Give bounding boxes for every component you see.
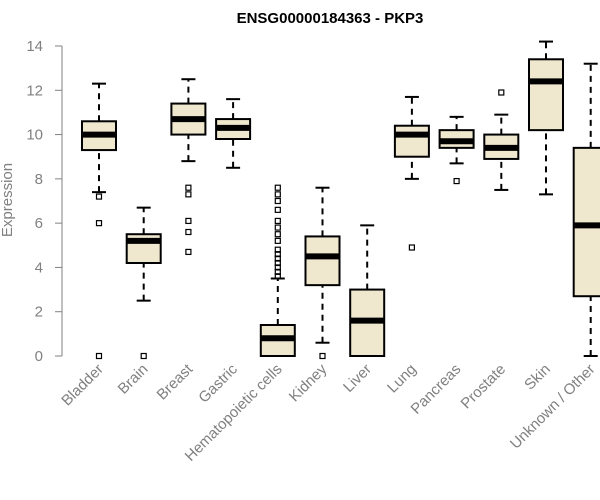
box-group xyxy=(393,95,430,251)
outlier-point xyxy=(274,191,281,198)
outlier-point xyxy=(274,206,281,213)
outlier-point xyxy=(185,184,192,191)
y-tick-label: 4 xyxy=(35,259,43,276)
outlier-point xyxy=(185,248,192,256)
outlier-point xyxy=(274,184,281,191)
x-tick-label: Kidney xyxy=(286,360,331,405)
outlier-point xyxy=(185,191,192,198)
y-axis: 0 2 4 6 8 10 12 14 xyxy=(26,38,63,365)
box-group xyxy=(125,206,162,360)
box-group xyxy=(304,186,341,360)
box-group xyxy=(349,224,386,358)
outlier-point xyxy=(274,217,281,225)
chart-title: ENSG00000184363 - PKP3 xyxy=(237,10,424,27)
x-tick-label: Brain xyxy=(115,361,152,398)
y-tick-label: 2 xyxy=(35,304,43,321)
boxes xyxy=(81,40,600,360)
box-group xyxy=(81,82,117,360)
box-group xyxy=(438,115,475,185)
outlier-point xyxy=(498,89,505,96)
iqr-box xyxy=(393,124,430,158)
x-tick-label: Bladder xyxy=(58,361,107,410)
x-tick-label: Unknown / Other xyxy=(507,361,599,453)
outlier-point xyxy=(185,217,192,225)
y-tick-label: 12 xyxy=(26,82,43,99)
outlier-point xyxy=(274,246,281,253)
outlier-point xyxy=(319,352,326,360)
box-group xyxy=(170,78,207,256)
outlier-point xyxy=(95,193,103,200)
outlier-point xyxy=(453,177,460,185)
outlier-point xyxy=(274,197,281,205)
y-tick-label: 0 xyxy=(35,348,43,365)
y-tick-label: 14 xyxy=(26,38,43,55)
x-tick-label: Liver xyxy=(340,361,375,396)
y-tick-label: 10 xyxy=(26,127,43,144)
y-tick-label: 6 xyxy=(35,215,43,232)
outlier-point xyxy=(185,228,192,236)
outlier-point xyxy=(95,220,103,227)
outlier-point xyxy=(140,352,147,360)
x-tick-label: Prostate xyxy=(458,361,510,413)
x-tick-label: Lung xyxy=(384,361,420,397)
x-tick-label: Skin xyxy=(521,361,554,394)
y-axis-title: Expression xyxy=(0,163,16,237)
iqr-box xyxy=(572,146,600,298)
iqr-box xyxy=(304,235,341,287)
y-tick-label: 8 xyxy=(35,171,43,188)
outlier-point xyxy=(274,224,281,231)
box-group xyxy=(483,89,520,191)
box-group xyxy=(528,40,564,196)
outlier-point xyxy=(408,244,415,251)
outlier-point xyxy=(95,352,103,360)
x-tick-label: Breast xyxy=(154,360,197,403)
box-group xyxy=(215,98,252,169)
outlier-point xyxy=(274,237,281,244)
outlier-point xyxy=(274,231,281,238)
iqr-box xyxy=(528,58,564,132)
box-group xyxy=(259,184,296,357)
box-group xyxy=(572,62,600,357)
